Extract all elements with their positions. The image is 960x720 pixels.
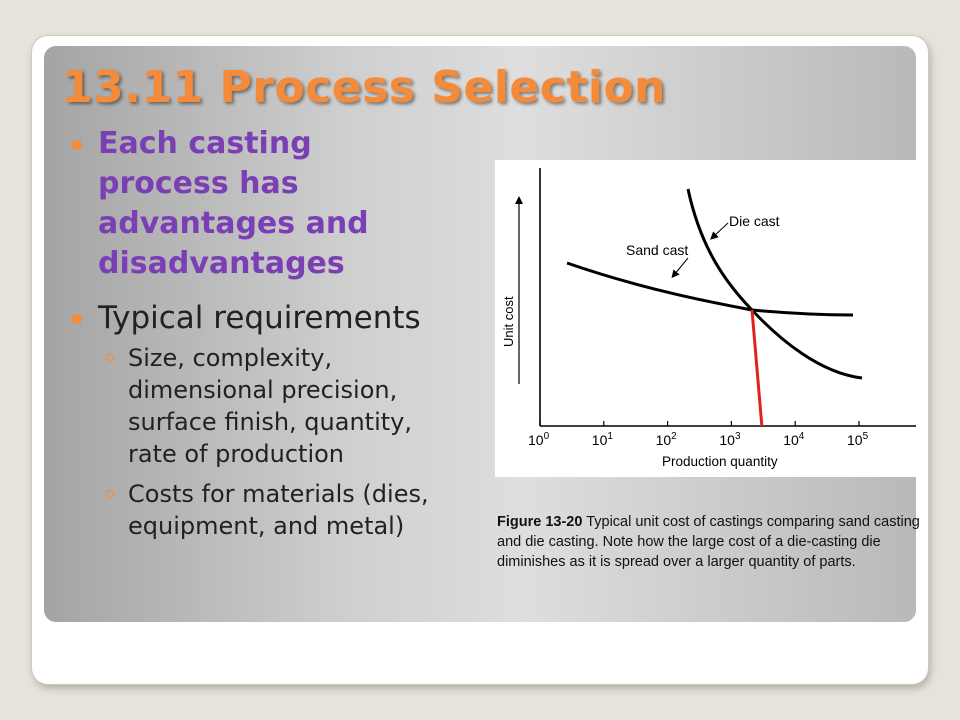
bullet-text: Each casting process has advantages and … <box>98 126 369 281</box>
sub-bullet-ring-icon <box>106 354 114 362</box>
sub-bullet-text: Costs for materials (dies, equipment, an… <box>128 480 429 540</box>
sub-bullet-item: Size, complexity, dimensional precision,… <box>98 342 468 470</box>
bullet-item: Each casting process has advantages and … <box>70 124 470 284</box>
figure-13-20: Unit cost Production quantity 100 101 102 103… <box>495 160 916 477</box>
x-axis-label: Production quantity <box>662 454 778 469</box>
series-label-die-cast: Die cast <box>729 213 780 229</box>
sub-bullet-ring-icon <box>106 490 114 498</box>
sub-bullet-text: Size, complexity, dimensional precision,… <box>128 344 412 468</box>
x-tick-label: 102 <box>656 431 678 448</box>
die-cast-leader-arrow <box>710 222 729 240</box>
bullet-dot-icon <box>72 140 82 150</box>
x-tick-label: 103 <box>719 431 741 448</box>
bullet-text: Typical requirements <box>98 300 421 336</box>
bullet-dot-icon <box>72 314 82 324</box>
y-axis-label: Unit cost <box>501 296 516 347</box>
sand-cast-leader-arrow <box>671 257 689 279</box>
bullet-list: Each casting process has advantages and … <box>70 124 470 542</box>
slide-title: 13.11 Process Selection <box>62 62 666 113</box>
crossover-line <box>750 309 764 427</box>
figure-caption-text: Typical unit cost of castings comparing … <box>497 514 920 570</box>
figure-caption-label: Figure 13-20 <box>497 514 583 530</box>
sub-bullet-item: Costs for materials (dies, equipment, an… <box>98 478 468 542</box>
x-tick-label: 101 <box>592 431 614 448</box>
figure-caption: Figure 13-20 Typical unit cost of castin… <box>497 512 922 572</box>
series-label-sand-cast: Sand cast <box>626 242 688 258</box>
sub-bullet-list: Size, complexity, dimensional precision,… <box>98 342 470 542</box>
x-tick-label: 104 <box>783 431 805 448</box>
unit-cost-chart: Unit cost Production quantity 100 101 102 103… <box>501 168 916 469</box>
x-tick-label: 100 <box>528 431 550 448</box>
sand-cast-curve <box>566 261 854 317</box>
x-tick-label: 105 <box>847 431 869 448</box>
bullet-item: Typical requirements Size, complexity, d… <box>70 298 470 542</box>
